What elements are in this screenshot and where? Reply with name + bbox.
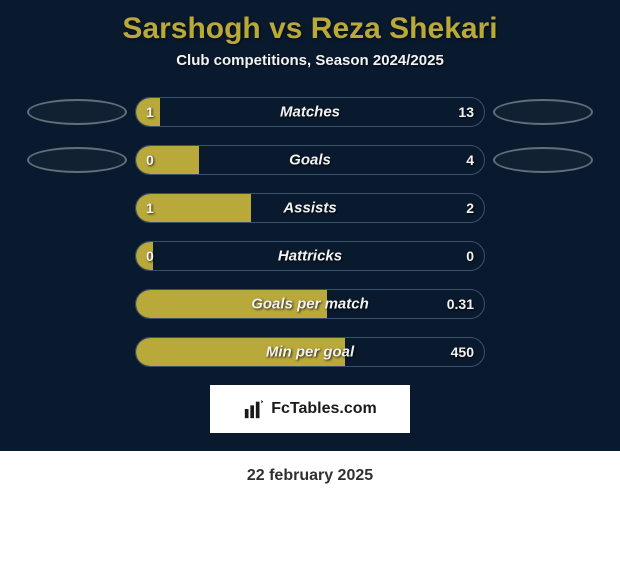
- stat-label: Goals: [289, 152, 331, 169]
- left-badge: [27, 99, 127, 125]
- comparison-card: Sarshogh vs Reza Shekari Club competitio…: [0, 0, 620, 451]
- badge-spacer: [493, 195, 593, 221]
- left-value: 0: [146, 248, 154, 264]
- stat-label: Goals per match: [251, 296, 369, 313]
- stat-bar: 0 Hattricks 0: [135, 241, 485, 271]
- stat-label: Assists: [283, 200, 336, 217]
- right-value: 2: [466, 200, 474, 216]
- stat-row: Goals per match 0.31: [10, 289, 610, 319]
- stat-row: 0 Hattricks 0: [10, 241, 610, 271]
- page-title: Sarshogh vs Reza Shekari: [0, 12, 620, 46]
- left-badge: [27, 147, 127, 173]
- branding-text: FcTables.com: [271, 400, 377, 418]
- branding-badge[interactable]: FcTables.com: [210, 385, 410, 433]
- stat-label: Hattricks: [278, 248, 342, 265]
- badge-spacer: [27, 243, 127, 269]
- stat-row: 1 Assists 2: [10, 193, 610, 223]
- stat-label: Matches: [280, 104, 340, 121]
- badge-spacer: [27, 291, 127, 317]
- chart-icon: [243, 398, 265, 420]
- stat-bar: Goals per match 0.31: [135, 289, 485, 319]
- stat-rows: 1 Matches 13 0 Goals 4 1 Assists 2 0 Hattricks 0 Goa…: [0, 97, 620, 367]
- stat-row: 0 Goals 4: [10, 145, 610, 175]
- whitespace: [0, 485, 620, 575]
- right-badge: [493, 99, 593, 125]
- left-value: 0: [146, 152, 154, 168]
- badge-spacer: [493, 339, 593, 365]
- badge-spacer: [493, 243, 593, 269]
- stat-bar: 1 Matches 13: [135, 97, 485, 127]
- right-value: 0.31: [447, 296, 474, 312]
- date-label: 22 february 2025: [0, 467, 620, 485]
- right-value: 0: [466, 248, 474, 264]
- left-value: 1: [146, 104, 154, 120]
- right-badge: [493, 147, 593, 173]
- stat-row: 1 Matches 13: [10, 97, 610, 127]
- badge-spacer: [27, 195, 127, 221]
- subtitle: Club competitions, Season 2024/2025: [0, 52, 620, 69]
- badge-spacer: [493, 291, 593, 317]
- left-value: 1: [146, 200, 154, 216]
- badge-spacer: [27, 339, 127, 365]
- stat-bar: 0 Goals 4: [135, 145, 485, 175]
- stat-row: Min per goal 450: [10, 337, 610, 367]
- right-value: 4: [466, 152, 474, 168]
- right-value: 13: [458, 104, 474, 120]
- stat-bar: 1 Assists 2: [135, 193, 485, 223]
- right-value: 450: [451, 344, 474, 360]
- stat-bar: Min per goal 450: [135, 337, 485, 367]
- stat-label: Min per goal: [266, 344, 354, 361]
